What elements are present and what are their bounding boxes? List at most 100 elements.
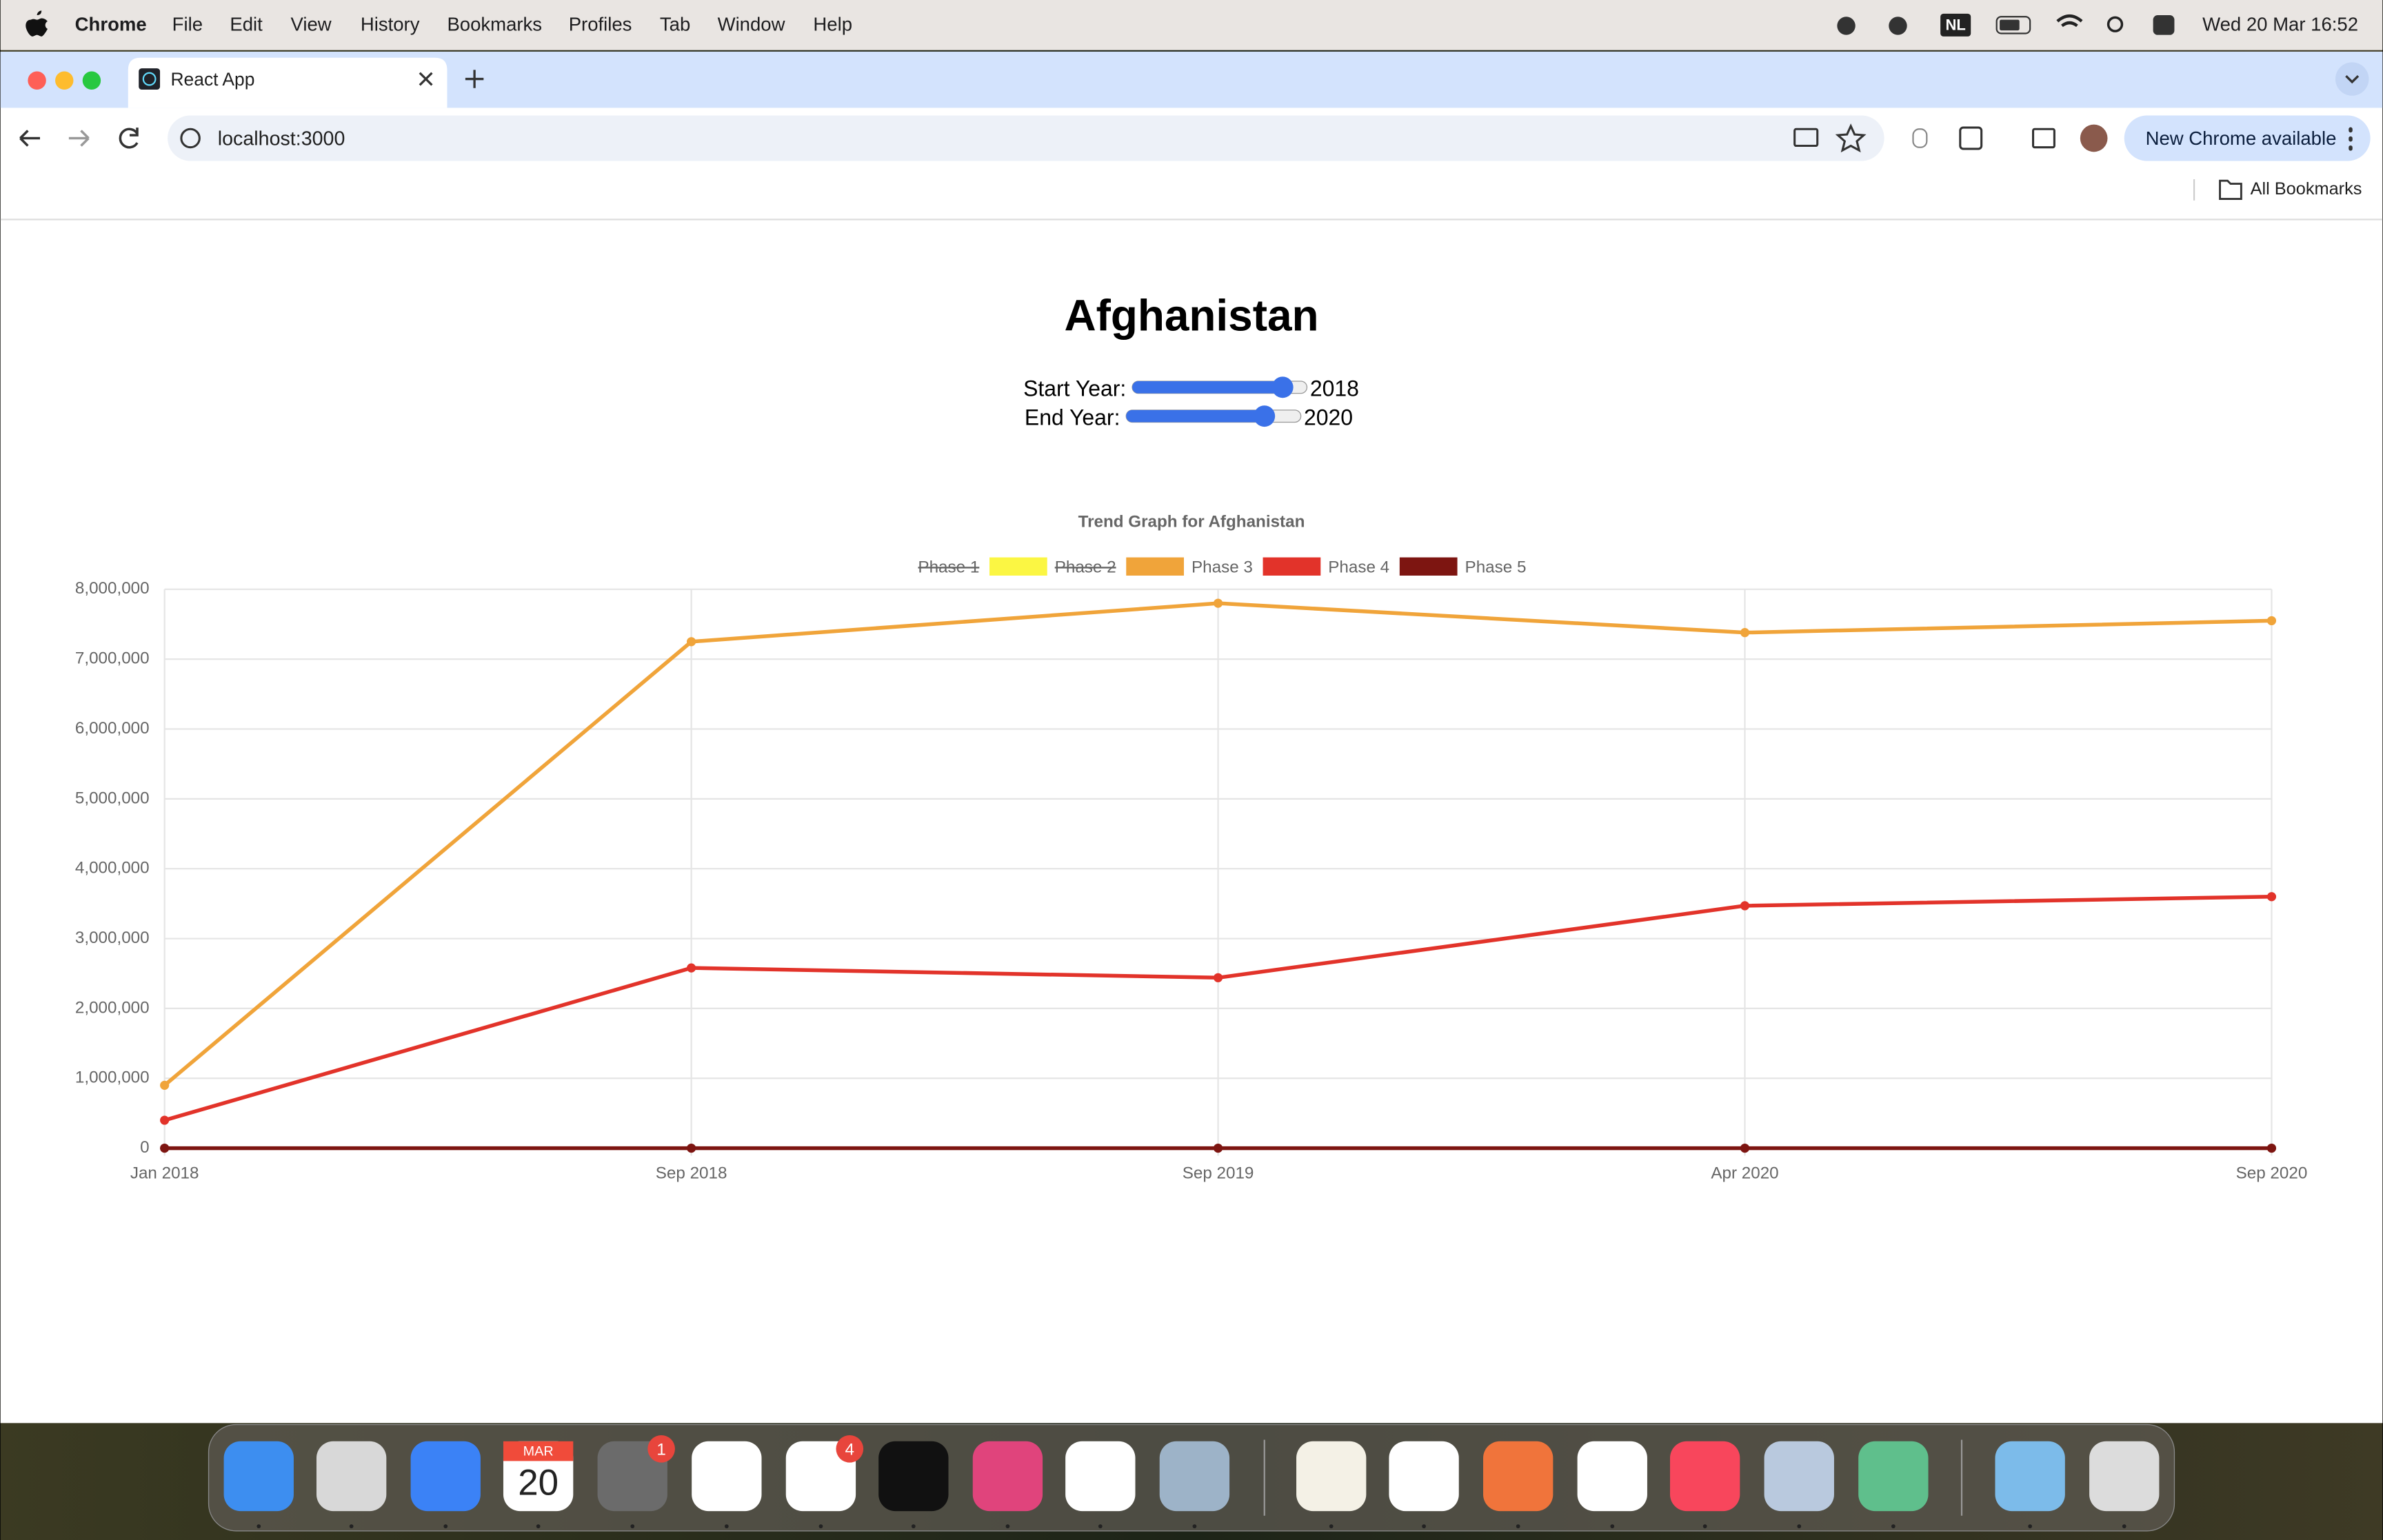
minimize-window[interactable] — [55, 71, 74, 90]
tab[interactable] — [128, 57, 448, 108]
menu-item[interactable]: Edit — [230, 14, 263, 35]
dock-app[interactable] — [223, 1441, 294, 1512]
back[interactable] — [19, 130, 41, 147]
legend-label[interactable]: Phase 2 — [1055, 558, 1116, 576]
dock-app[interactable] — [972, 1441, 1043, 1512]
legend-label[interactable]: Phase 1 — [918, 558, 979, 576]
bookmark-star[interactable] — [1835, 123, 1867, 153]
dock-app[interactable] — [410, 1441, 481, 1512]
x-tick-label: Apr 2020 — [1711, 1164, 1778, 1182]
dock-indicator — [1098, 1524, 1103, 1529]
apple-logo[interactable] — [26, 10, 48, 37]
menu-item[interactable]: History — [361, 14, 420, 35]
legend-swatch[interactable] — [1263, 557, 1321, 576]
dock-app[interactable] — [1858, 1441, 1929, 1512]
menu-item[interactable]: Bookmarks — [447, 14, 542, 35]
dock-indicator — [911, 1524, 916, 1529]
legend-label[interactable]: Phase 5 — [1465, 558, 1527, 576]
site-info[interactable] — [180, 128, 201, 149]
dock-app[interactable] — [785, 1441, 856, 1512]
close-window[interactable] — [28, 71, 46, 90]
status-icon[interactable] — [1837, 17, 1856, 35]
dock-indicator — [724, 1524, 729, 1529]
menu-item[interactable]: Profiles — [569, 14, 632, 35]
dock-indicator — [1702, 1524, 1707, 1529]
menu-app[interactable]: Chrome — [75, 14, 147, 35]
dock-app[interactable] — [1296, 1441, 1367, 1512]
extension[interactable] — [1912, 128, 1928, 148]
end-slider-thumb[interactable] — [1254, 405, 1276, 427]
tab-search[interactable] — [2335, 62, 2369, 96]
forward[interactable] — [68, 130, 90, 147]
browser-window — [0, 51, 2383, 1424]
calendar-header — [503, 1441, 574, 1461]
address-text[interactable]: localhost:3000 — [218, 128, 345, 150]
menu-item[interactable]: View — [291, 14, 332, 35]
update-text[interactable]: New Chrome available — [2146, 128, 2337, 149]
dock-indicator — [536, 1524, 541, 1529]
extensions[interactable] — [1959, 126, 1983, 150]
control-center[interactable] — [2153, 15, 2175, 35]
dock-app[interactable] — [1995, 1441, 2065, 1512]
menu-item[interactable]: Window — [718, 14, 785, 35]
dock-app[interactable] — [1577, 1441, 1647, 1512]
dock-app[interactable] — [597, 1441, 667, 1512]
dock-app[interactable] — [2089, 1441, 2160, 1512]
legend-label[interactable]: Phase 3 — [1192, 558, 1253, 576]
reload[interactable] — [119, 128, 139, 149]
folder-icon — [2219, 179, 2242, 201]
dock-indicator — [1610, 1524, 1615, 1529]
new-tab[interactable] — [465, 70, 484, 88]
battery[interactable] — [1995, 16, 2031, 34]
dock-indicator — [2122, 1524, 2126, 1529]
wifi[interactable] — [2056, 14, 2083, 28]
badge — [647, 1435, 675, 1463]
favicon — [139, 68, 161, 90]
dock-app[interactable] — [316, 1441, 387, 1512]
dock-app[interactable] — [1483, 1441, 1554, 1512]
chart-title: Trend Graph for Afghanistan — [1078, 512, 1305, 531]
dock-app[interactable] — [1764, 1441, 1834, 1512]
y-tick-label: 7,000,000 — [75, 649, 150, 668]
update-button[interactable] — [2124, 115, 2371, 161]
menu-item[interactable]: Tab — [660, 14, 690, 35]
search[interactable] — [2107, 16, 2124, 32]
legend-label[interactable]: Phase 4 — [1328, 558, 1389, 576]
zoom-window[interactable] — [82, 71, 101, 90]
menu-item[interactable]: File — [172, 14, 203, 35]
side-panel[interactable] — [2032, 128, 2055, 149]
dock-app[interactable] — [692, 1441, 762, 1512]
calendar-month: MAR — [523, 1443, 554, 1459]
input-source[interactable]: NL — [1946, 16, 1966, 33]
data-point — [1740, 628, 1750, 638]
x-tick-label: Sep 2019 — [1183, 1164, 1254, 1182]
dock-indicator — [443, 1524, 448, 1529]
end-label: End Year: — [1025, 405, 1120, 430]
dock-indicator — [2028, 1524, 2033, 1529]
menu-item[interactable]: Help — [813, 14, 852, 35]
data-point — [160, 1080, 170, 1090]
data-point — [1213, 598, 1223, 608]
status-icon[interactable] — [1889, 17, 1907, 35]
y-tick-label: 3,000,000 — [75, 929, 150, 947]
start-slider-thumb[interactable] — [1271, 376, 1294, 398]
data-point — [2266, 892, 2277, 902]
legend-swatch[interactable] — [1126, 557, 1184, 576]
profile[interactable] — [2080, 124, 2108, 152]
dock-indicator — [630, 1524, 635, 1529]
data-point — [687, 963, 696, 973]
all-bookmarks[interactable]: All Bookmarks — [2251, 179, 2362, 199]
legend-swatch[interactable] — [1399, 557, 1458, 576]
dock-app[interactable] — [1065, 1441, 1136, 1512]
legend-swatch[interactable] — [989, 557, 1047, 576]
dock-app[interactable] — [1669, 1441, 1740, 1512]
install-app[interactable] — [1793, 128, 1819, 148]
tab-close[interactable] — [419, 72, 433, 86]
address-bar[interactable] — [168, 115, 1884, 161]
tab-title[interactable]: React App — [170, 69, 254, 90]
dock-app[interactable] — [878, 1441, 949, 1512]
dock-app[interactable] — [1159, 1441, 1230, 1512]
x-tick-label: Sep 2020 — [2236, 1164, 2308, 1182]
data-point — [687, 1143, 696, 1153]
dock-app[interactable] — [1389, 1441, 1459, 1512]
